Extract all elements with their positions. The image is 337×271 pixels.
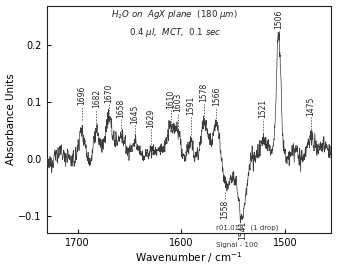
X-axis label: Wavenumber / cm$^{-1}$: Wavenumber / cm$^{-1}$ (135, 251, 243, 265)
Text: 1682: 1682 (92, 89, 101, 108)
Text: 1591: 1591 (186, 96, 195, 115)
Text: $H_2O$ on  $AgX$ plane  $(180\ \mu m)$: $H_2O$ on $AgX$ plane $(180\ \mu m)$ (111, 8, 238, 21)
Text: 1696: 1696 (77, 86, 86, 105)
Text: 1645: 1645 (130, 104, 139, 124)
Text: 1506: 1506 (274, 10, 283, 30)
Text: 1521: 1521 (258, 99, 268, 118)
Text: 1670: 1670 (104, 84, 113, 103)
Text: 1578: 1578 (200, 83, 209, 102)
Text: 1475: 1475 (306, 96, 315, 116)
Text: 1558: 1558 (220, 200, 229, 219)
Text: 1541: 1541 (238, 221, 247, 240)
Text: Signal - 100: Signal - 100 (216, 242, 258, 248)
Text: 1566: 1566 (212, 87, 221, 106)
Y-axis label: Absorbance Units: Absorbance Units (5, 73, 16, 165)
Text: 1610: 1610 (166, 90, 175, 109)
Text: $0.4\ \mu l$,  MCT,  $0.1$ sec: $0.4\ \mu l$, MCT, $0.1$ sec (128, 26, 221, 39)
Text: r01.018   (1 drop): r01.018 (1 drop) (216, 224, 278, 231)
Text: 1629: 1629 (147, 109, 156, 128)
Text: 1603: 1603 (174, 93, 183, 112)
Text: 1658: 1658 (117, 99, 126, 118)
